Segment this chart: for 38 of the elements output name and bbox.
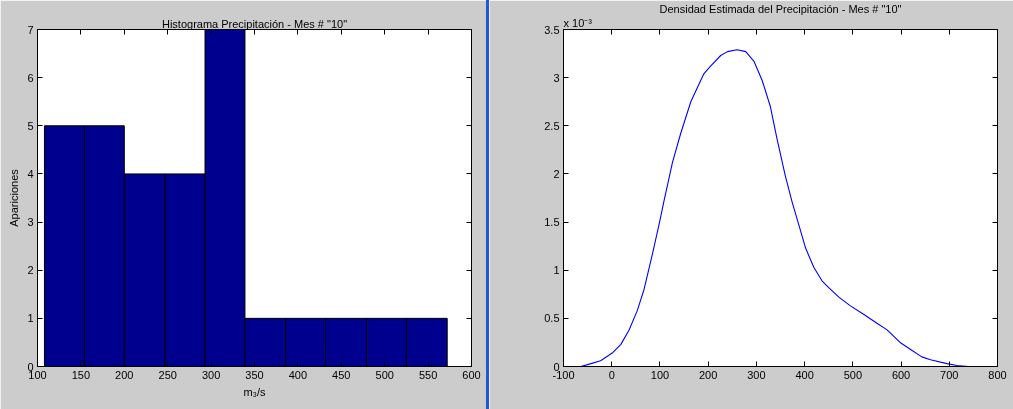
y-tick-label: 3.5	[544, 23, 560, 36]
y-axis-title: Apariciones	[8, 168, 21, 227]
y-tick-label: 1	[27, 312, 34, 325]
x-tick-label: 200	[115, 368, 134, 381]
y-tick-label: 4	[27, 167, 34, 180]
x-tick-label: 150	[71, 368, 91, 381]
chart-title: Histograma Precipitación - Mes # "10"	[161, 17, 348, 30]
x-tick-label: 300	[201, 368, 221, 381]
chart-title: Densidad Estimada del Precipitación - Mes # "10"	[659, 2, 902, 15]
x-axis-title: m₃/s	[243, 385, 267, 398]
y-tick-label: 2	[553, 167, 560, 180]
y-tick-label: 0.5	[544, 312, 560, 325]
y-tick-label: 3	[553, 71, 560, 84]
y-tick-label: 1	[553, 264, 560, 277]
x-tick-label: 200	[698, 368, 718, 381]
y-tick-label: 1.5	[544, 216, 560, 229]
x-tick-label: 550	[418, 368, 438, 381]
y-tick-label: 2.5	[544, 119, 560, 132]
x-tick-label: 0	[608, 368, 615, 381]
x-tick-label: 700	[940, 368, 959, 381]
y-tick-label: 7	[27, 23, 34, 36]
text: x 10⁻³	[563, 17, 593, 29]
x-tick-label: 400	[795, 368, 814, 381]
x-tick-label: 600	[462, 368, 481, 381]
x-tick-label: 400	[288, 368, 308, 381]
x-tick-label: 250	[158, 368, 177, 381]
x-tick-label: 350	[245, 368, 264, 381]
y-tick-label: 2	[27, 264, 34, 277]
x-tick-label: 500	[375, 368, 394, 381]
x-tick-label: 300	[747, 368, 766, 381]
x-tick-label: 600	[891, 368, 911, 381]
y-tick-label: 3	[27, 216, 34, 229]
x-tick-label: 100	[650, 368, 670, 381]
x-tick-label: 450	[332, 368, 351, 381]
x-tick-label: 500	[843, 368, 863, 381]
y-tick-label: 5	[27, 119, 34, 132]
y-tick-label: 6	[27, 71, 34, 84]
x-tick-label: 800	[988, 368, 1007, 381]
